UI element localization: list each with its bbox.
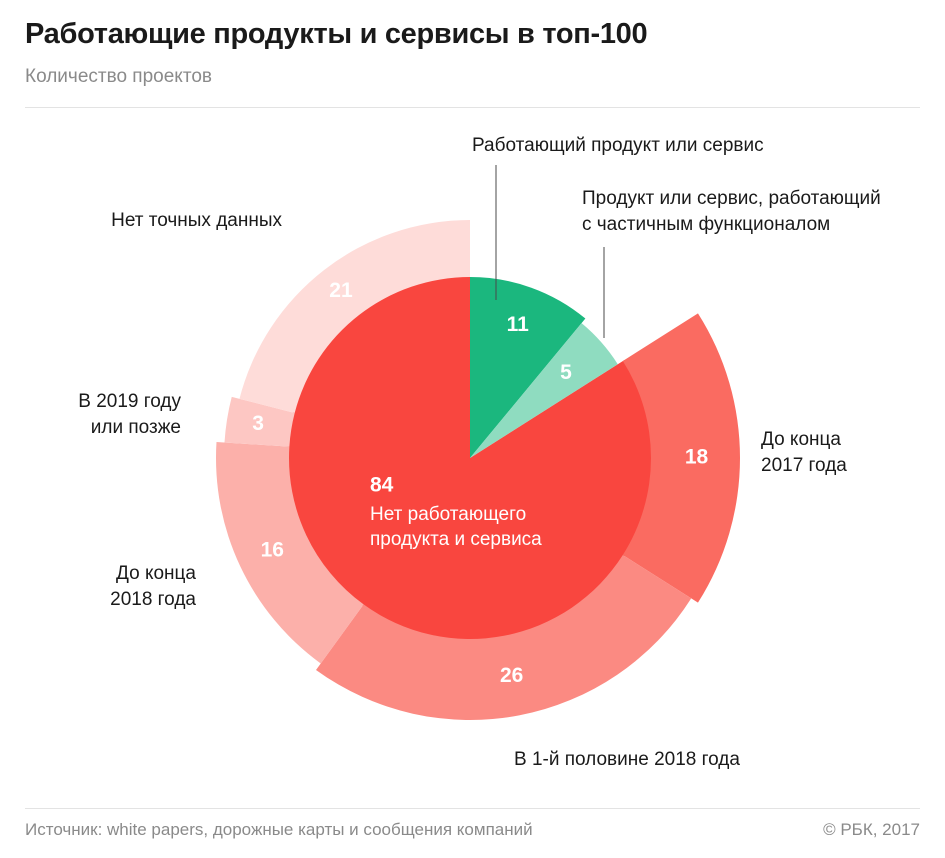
label-until-2017-1: 2017 года bbox=[761, 455, 847, 476]
slice-working bbox=[470, 277, 586, 458]
chart-subtitle: Количество проектов bbox=[25, 66, 212, 87]
slice-partial bbox=[470, 323, 618, 458]
chart-slices bbox=[216, 220, 741, 720]
label-h1-2018-0: В 1-й половине 2018 года bbox=[514, 749, 740, 770]
leader-lines bbox=[495, 165, 605, 338]
label-2019-or-later-1: или позже bbox=[91, 417, 181, 438]
top-divider bbox=[25, 107, 920, 108]
copyright: © РБК, 2017 bbox=[823, 820, 920, 839]
outer-slice-в-2019-году-или-позже bbox=[224, 396, 295, 447]
outer-slice-до-конца-2018-года bbox=[216, 442, 364, 664]
label-until-2018-0: До конца bbox=[116, 563, 196, 584]
label-until-2018-1: 2018 года bbox=[110, 589, 196, 610]
outer-slice-нет-точных-данных bbox=[239, 220, 470, 413]
value-в-2019-году-или-позже: 3 bbox=[252, 412, 264, 435]
value-partial: 5 bbox=[560, 361, 572, 384]
outer-slice-до-конца-2017-года bbox=[622, 313, 741, 603]
chart-title: Работающие продукты и сервисы в топ-100 bbox=[25, 18, 648, 50]
value-до-конца-2018-года: 16 bbox=[261, 539, 284, 562]
value-working: 11 bbox=[507, 313, 530, 336]
bottom-divider bbox=[25, 808, 920, 809]
value-до-конца-2017-года: 18 bbox=[685, 446, 709, 469]
label-until-2017-0: До конца bbox=[761, 429, 841, 450]
value-нет-точных-данных: 21 bbox=[329, 279, 353, 302]
outer-slice-в-1-й-половине-2018-года bbox=[316, 554, 692, 720]
value-в-1-й-половине-2018-года: 26 bbox=[500, 664, 523, 687]
source-note: Источник: white papers, дорожные карты и… bbox=[25, 820, 533, 839]
label-working-0: Работающий продукт или сервис bbox=[472, 135, 764, 156]
label-partial-0: Продукт или сервис, работающий bbox=[582, 188, 881, 209]
label-no-product-0: Нет работающего bbox=[370, 504, 526, 525]
chart-text-labels: 11 5 18 26 16 3 21 84 Нет работающего продукта и … bbox=[78, 135, 881, 770]
label-2019-or-later-0: В 2019 году bbox=[78, 391, 181, 412]
label-partial-1: с частичным функционалом bbox=[582, 214, 830, 235]
label-no-data-0: Нет точных данных bbox=[111, 210, 282, 231]
value-no-product: 84 bbox=[370, 474, 394, 497]
label-no-product-1: продукта и сервиса bbox=[370, 529, 542, 550]
